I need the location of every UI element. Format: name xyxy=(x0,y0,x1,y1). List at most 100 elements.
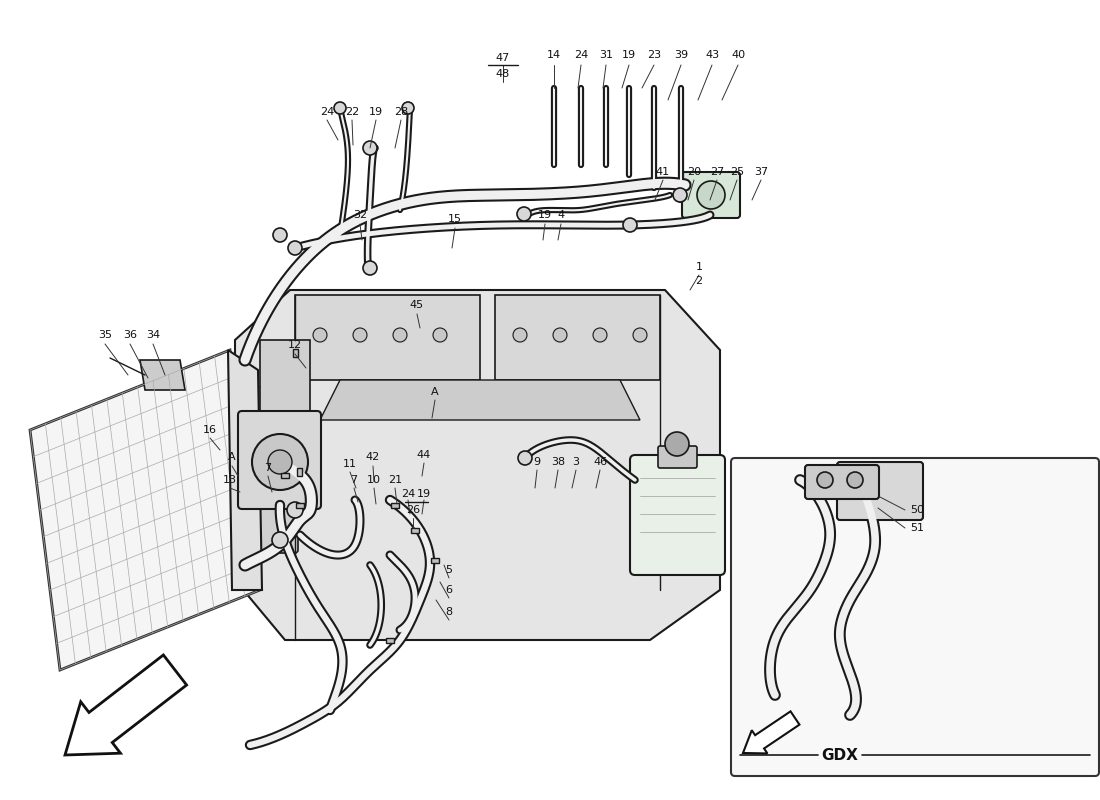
Text: 41: 41 xyxy=(656,167,670,177)
Text: 8: 8 xyxy=(446,607,452,617)
Text: 7: 7 xyxy=(351,475,358,485)
Circle shape xyxy=(623,218,637,232)
Text: 6: 6 xyxy=(446,585,452,595)
FancyBboxPatch shape xyxy=(293,349,298,357)
Text: 31: 31 xyxy=(600,50,613,60)
Polygon shape xyxy=(235,290,721,640)
Text: A: A xyxy=(431,387,439,397)
Text: 13: 13 xyxy=(223,475,236,485)
Text: 10: 10 xyxy=(367,475,381,485)
Text: 14: 14 xyxy=(547,50,561,60)
FancyBboxPatch shape xyxy=(390,503,399,508)
Text: 19: 19 xyxy=(368,107,383,117)
Text: 11: 11 xyxy=(343,459,358,469)
Polygon shape xyxy=(30,350,260,670)
FancyBboxPatch shape xyxy=(837,462,923,520)
Circle shape xyxy=(517,207,531,221)
Circle shape xyxy=(287,502,303,518)
Text: 3: 3 xyxy=(572,457,580,467)
Text: 20: 20 xyxy=(686,167,701,177)
FancyBboxPatch shape xyxy=(297,468,302,476)
Text: 48: 48 xyxy=(496,69,510,79)
Text: 38: 38 xyxy=(551,457,565,467)
Circle shape xyxy=(402,102,414,114)
Circle shape xyxy=(393,328,407,342)
Circle shape xyxy=(273,228,287,242)
Text: A: A xyxy=(228,452,235,462)
Text: 15: 15 xyxy=(448,214,462,224)
Text: 23: 23 xyxy=(647,50,661,60)
Polygon shape xyxy=(320,380,640,420)
Text: 37: 37 xyxy=(754,167,768,177)
Circle shape xyxy=(673,188,688,202)
FancyBboxPatch shape xyxy=(386,638,394,643)
Text: 26: 26 xyxy=(406,505,420,515)
Circle shape xyxy=(697,181,725,209)
Circle shape xyxy=(433,328,447,342)
Circle shape xyxy=(334,102,346,114)
Text: 16: 16 xyxy=(204,425,217,435)
FancyBboxPatch shape xyxy=(411,528,419,533)
Text: 47: 47 xyxy=(496,53,510,63)
Text: 12: 12 xyxy=(288,340,302,350)
Circle shape xyxy=(268,450,292,474)
Text: 39: 39 xyxy=(674,50,689,60)
Text: 1: 1 xyxy=(695,262,703,272)
Circle shape xyxy=(593,328,607,342)
Text: 2: 2 xyxy=(695,276,703,286)
FancyBboxPatch shape xyxy=(732,458,1099,776)
FancyBboxPatch shape xyxy=(296,503,304,508)
Text: 19: 19 xyxy=(417,489,431,499)
Text: 5: 5 xyxy=(446,565,452,575)
Text: 42: 42 xyxy=(366,452,381,462)
Text: 34: 34 xyxy=(146,330,161,340)
Polygon shape xyxy=(260,340,310,415)
FancyBboxPatch shape xyxy=(658,446,697,468)
Circle shape xyxy=(272,532,288,548)
Circle shape xyxy=(513,328,527,342)
Text: GDX: GDX xyxy=(822,747,858,762)
Polygon shape xyxy=(140,360,185,390)
Text: 46: 46 xyxy=(593,457,607,467)
Text: a Maserati
dealer since 1985: a Maserati dealer since 1985 xyxy=(167,384,673,636)
Circle shape xyxy=(632,328,647,342)
FancyArrow shape xyxy=(65,655,187,755)
Text: 24: 24 xyxy=(574,50,589,60)
Text: 50: 50 xyxy=(910,505,924,515)
Circle shape xyxy=(666,432,689,456)
Circle shape xyxy=(353,328,367,342)
Text: 4: 4 xyxy=(558,210,564,220)
Text: 7: 7 xyxy=(264,463,272,473)
Circle shape xyxy=(363,141,377,155)
Text: 45: 45 xyxy=(410,300,425,310)
Polygon shape xyxy=(228,350,262,590)
FancyArrow shape xyxy=(742,711,800,754)
Circle shape xyxy=(847,472,864,488)
FancyBboxPatch shape xyxy=(805,465,879,499)
Text: 21: 21 xyxy=(388,475,403,485)
Text: 35: 35 xyxy=(98,330,112,340)
Polygon shape xyxy=(495,295,660,380)
Text: 24: 24 xyxy=(400,489,415,499)
Text: 25: 25 xyxy=(730,167,744,177)
Text: 9: 9 xyxy=(534,457,540,467)
Circle shape xyxy=(553,328,566,342)
Text: 43: 43 xyxy=(705,50,719,60)
Circle shape xyxy=(314,328,327,342)
Circle shape xyxy=(518,451,532,465)
FancyBboxPatch shape xyxy=(238,411,321,509)
Text: 22: 22 xyxy=(345,107,359,117)
Circle shape xyxy=(817,472,833,488)
Circle shape xyxy=(363,261,377,275)
Text: 19: 19 xyxy=(538,210,552,220)
Text: 27: 27 xyxy=(710,167,724,177)
FancyBboxPatch shape xyxy=(232,387,298,553)
Text: 51: 51 xyxy=(910,523,924,533)
Text: 36: 36 xyxy=(123,330,138,340)
Circle shape xyxy=(252,434,308,490)
Text: 28: 28 xyxy=(394,107,408,117)
Text: 19: 19 xyxy=(621,50,636,60)
FancyBboxPatch shape xyxy=(630,455,725,575)
Text: 32: 32 xyxy=(353,210,367,220)
Text: 44: 44 xyxy=(417,450,431,460)
